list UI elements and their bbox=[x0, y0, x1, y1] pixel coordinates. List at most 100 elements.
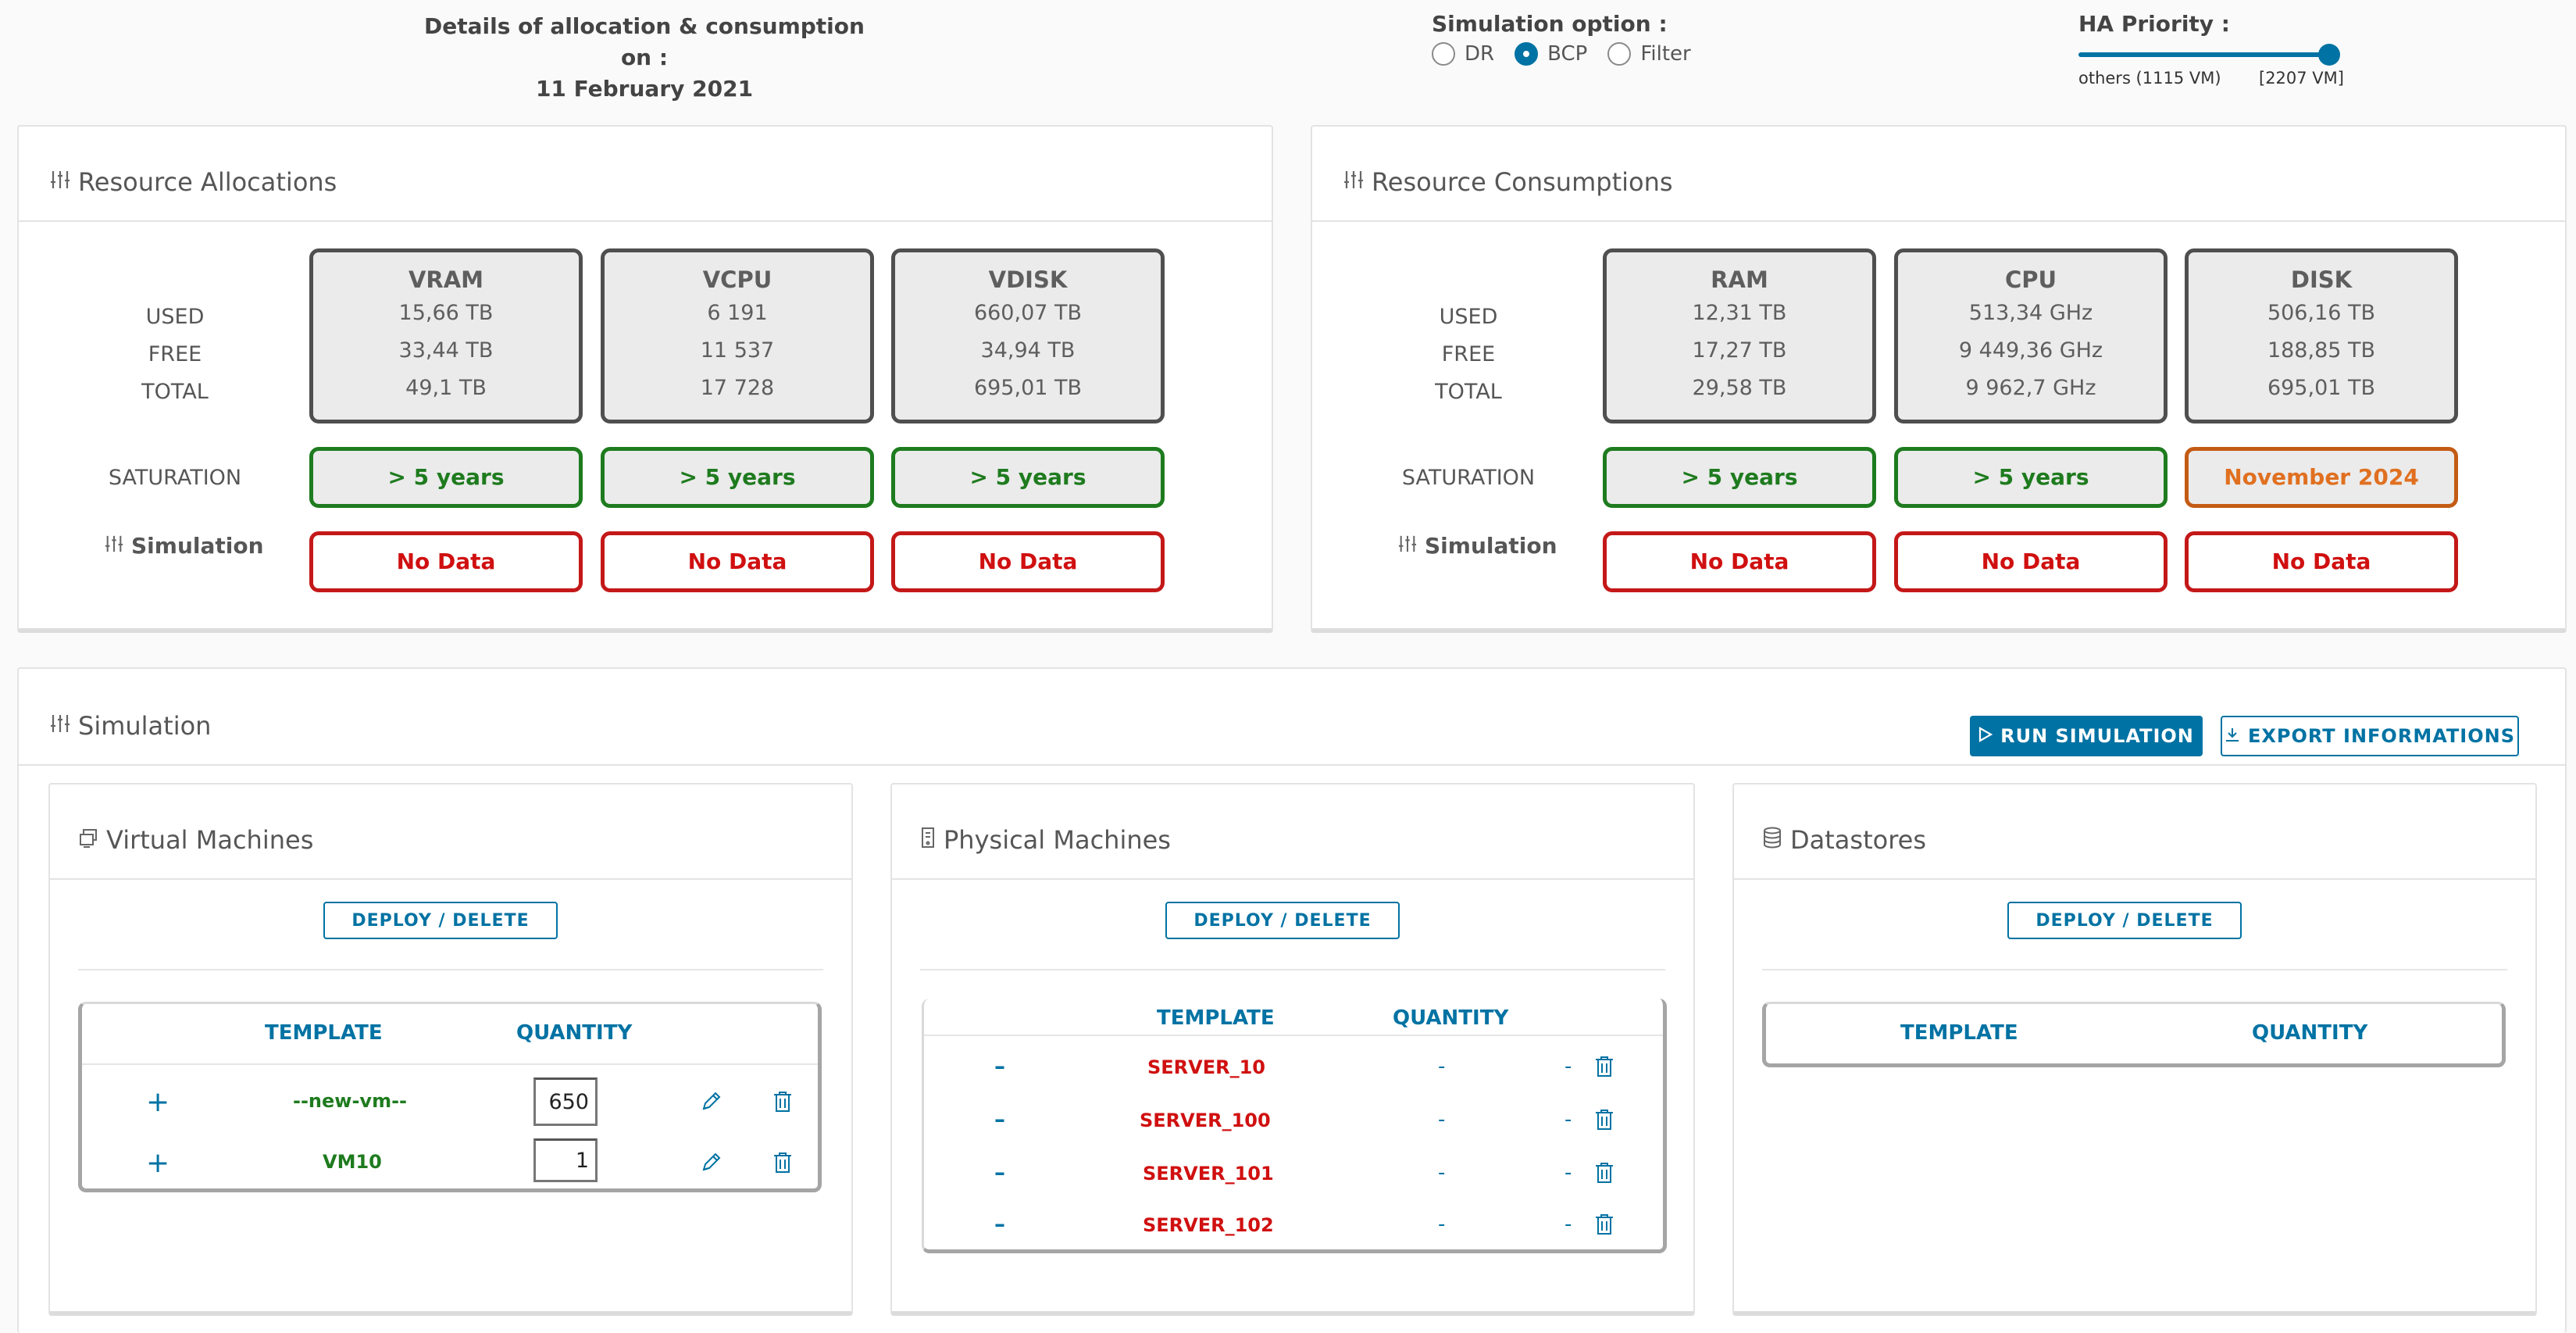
extra-value: - bbox=[1565, 1161, 1572, 1185]
pm-table: TEMPLATE QUANTITY – SERVER_10 - - – SERV… bbox=[922, 999, 1667, 1253]
divider bbox=[924, 1035, 1663, 1036]
metric-disk: DISK 506,16 TB 188,85 TB 695,01 TB bbox=[2185, 248, 2458, 423]
metric-free: 33,44 TB bbox=[398, 338, 494, 363]
quantity-header: QUANTITY bbox=[516, 1021, 633, 1045]
trash-icon[interactable] bbox=[772, 1151, 793, 1178]
resource-allocations-title: Resource Allocations bbox=[50, 167, 337, 197]
minus-icon[interactable]: – bbox=[994, 1211, 1005, 1237]
metric-name: VDISK bbox=[988, 266, 1068, 293]
plus-icon[interactable]: + bbox=[146, 1147, 170, 1179]
metric-used: 660,07 TB bbox=[973, 301, 1083, 325]
pencil-icon[interactable] bbox=[699, 1090, 722, 1117]
metric-name: RAM bbox=[1711, 266, 1768, 293]
server-template-name: SERVER_102 bbox=[1143, 1214, 1274, 1236]
ha-priority-slider[interactable] bbox=[2078, 42, 2348, 66]
quantity-input[interactable] bbox=[533, 1077, 598, 1126]
template-header: TEMPLATE bbox=[265, 1021, 383, 1045]
slider-thumb[interactable] bbox=[2318, 44, 2340, 66]
run-simulation-button[interactable]: RUN SIMULATION bbox=[1970, 716, 2203, 756]
simulation-title: Simulation bbox=[50, 711, 211, 741]
simulation-card: Simulation RUN SIMULATION EXPORT INFORMA… bbox=[17, 667, 2567, 1333]
trash-icon[interactable] bbox=[1594, 1213, 1614, 1239]
trash-icon[interactable] bbox=[1594, 1161, 1614, 1188]
metric-total: 9 962,7 GHz bbox=[1965, 376, 2096, 400]
minus-icon[interactable]: – bbox=[994, 1053, 1005, 1079]
divider bbox=[920, 969, 1665, 970]
radio-bcp-circle[interactable] bbox=[1515, 42, 1539, 66]
trash-icon[interactable] bbox=[1594, 1108, 1614, 1135]
ha-priority: HA Priority : others (1115 VM) [2207 VM] bbox=[2078, 11, 2348, 88]
plus-icon[interactable]: + bbox=[146, 1086, 170, 1118]
divider bbox=[1734, 878, 2535, 880]
extra-value: - bbox=[1565, 1108, 1572, 1131]
radio-dr-circle[interactable] bbox=[1432, 42, 1455, 66]
datastores-panel: Datastores DEPLOY / DELETE TEMPLATE QUAN… bbox=[1732, 783, 2537, 1316]
ha-left-label: others (1115 VM) bbox=[2078, 69, 2221, 88]
radio-filter-label: Filter bbox=[1640, 42, 1691, 66]
saturation-vram: > 5 years bbox=[309, 447, 583, 508]
minus-icon[interactable]: – bbox=[994, 1106, 1005, 1132]
metric-free: 9 449,36 GHz bbox=[1958, 338, 2103, 363]
metric-name: VCPU bbox=[702, 266, 772, 293]
metric-total: 17 728 bbox=[700, 376, 775, 400]
simulation-disk: No Data bbox=[2185, 531, 2458, 592]
divider bbox=[19, 220, 1272, 222]
date-title-line2: 11 February 2021 bbox=[535, 76, 754, 102]
resource-consumptions-card: Resource Consumptions USED FREE TOTAL SA… bbox=[1311, 125, 2567, 633]
sliders-icon bbox=[105, 534, 123, 558]
quantity-value: - bbox=[1438, 1161, 1446, 1185]
pm-deploy-delete-button[interactable]: DEPLOY / DELETE bbox=[1165, 902, 1400, 939]
sliders-icon bbox=[1343, 170, 1364, 195]
saturation-ram: > 5 years bbox=[1603, 447, 1876, 508]
metric-vcpu: VCPU 6 191 11 537 17 728 bbox=[601, 248, 874, 423]
ds-deploy-delete-button[interactable]: DEPLOY / DELETE bbox=[2007, 902, 2242, 939]
quantity-header: QUANTITY bbox=[1393, 1006, 1509, 1030]
physical-machines-panel: Physical Machines DEPLOY / DELETE TEMPLA… bbox=[890, 783, 1695, 1316]
metric-cpu: CPU 513,34 GHz 9 449,36 GHz 9 962,7 GHz bbox=[1894, 248, 2167, 423]
used-label: USED bbox=[1439, 305, 1498, 329]
metric-vram: VRAM 15,66 TB 33,44 TB 49,1 TB bbox=[309, 248, 583, 423]
saturation-label: SATURATION bbox=[1401, 466, 1536, 490]
metric-name: VRAM bbox=[408, 266, 484, 293]
vm-table: TEMPLATE QUANTITY + --new-vm-- + VM10 bbox=[78, 1002, 822, 1192]
saturation-vcpu: > 5 years bbox=[601, 447, 874, 508]
quantity-input[interactable] bbox=[533, 1138, 598, 1182]
used-label: USED bbox=[145, 305, 205, 329]
simulation-vcpu: No Data bbox=[601, 531, 874, 592]
vm-deploy-delete-button[interactable]: DEPLOY / DELETE bbox=[323, 902, 558, 939]
vm-icon bbox=[78, 827, 98, 853]
radio-bcp[interactable]: BCP bbox=[1515, 42, 1587, 66]
metric-total: 695,01 TB bbox=[2267, 376, 2376, 400]
extra-value: - bbox=[1565, 1213, 1572, 1236]
metric-name: DISK bbox=[2290, 266, 2353, 293]
saturation-cpu: > 5 years bbox=[1894, 447, 2167, 508]
sliders-icon bbox=[50, 713, 70, 739]
metric-ram: RAM 12,31 TB 17,27 TB 29,58 TB bbox=[1603, 248, 1876, 423]
datastores-title: Datastores bbox=[1762, 825, 1926, 855]
quantity-value: - bbox=[1438, 1108, 1446, 1131]
template-header: TEMPLATE bbox=[1157, 1006, 1275, 1030]
divider bbox=[50, 878, 851, 880]
export-informations-button[interactable]: EXPORT INFORMATIONS bbox=[2221, 716, 2519, 756]
simulation-label: Simulation bbox=[105, 533, 264, 559]
radio-filter-circle[interactable] bbox=[1607, 42, 1632, 66]
radio-filter[interactable]: Filter bbox=[1607, 42, 1691, 66]
virtual-machines-panel: Virtual Machines DEPLOY / DELETE TEMPLAT… bbox=[48, 783, 853, 1316]
divider bbox=[78, 969, 823, 970]
minus-icon[interactable]: – bbox=[994, 1160, 1005, 1185]
play-icon bbox=[1978, 725, 1993, 747]
pencil-icon[interactable] bbox=[699, 1151, 722, 1178]
trash-icon[interactable] bbox=[1594, 1055, 1614, 1081]
saturation-label: SATURATION bbox=[108, 466, 242, 490]
metric-free: 188,85 TB bbox=[2267, 338, 2376, 363]
trash-icon[interactable] bbox=[772, 1090, 793, 1117]
resource-consumptions-title: Resource Consumptions bbox=[1343, 167, 1673, 197]
ha-right-label: [2207 VM] bbox=[2259, 69, 2344, 88]
metric-used: 15,66 TB bbox=[398, 301, 494, 325]
radio-dr[interactable]: DR bbox=[1432, 42, 1494, 66]
slider-track[interactable] bbox=[2078, 52, 2332, 57]
sliders-icon bbox=[50, 170, 70, 195]
extra-value: - bbox=[1565, 1055, 1572, 1078]
server-template-name: SERVER_100 bbox=[1140, 1110, 1271, 1131]
simulation-vram: No Data bbox=[309, 531, 583, 592]
